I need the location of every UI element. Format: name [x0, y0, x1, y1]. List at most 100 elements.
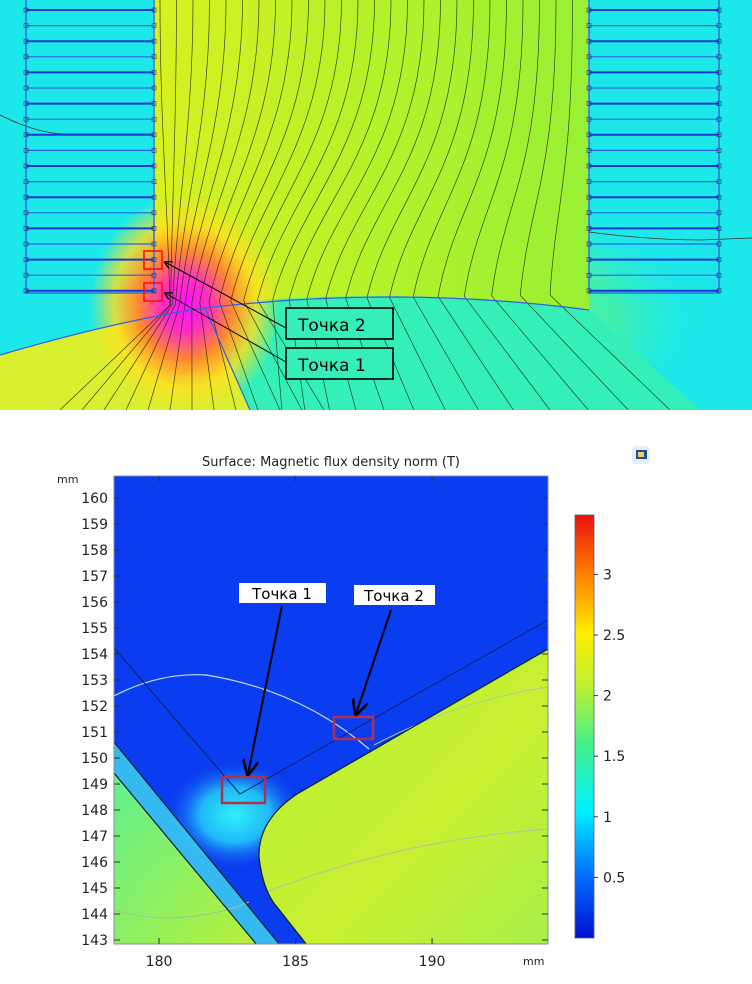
coil-node	[586, 101, 592, 106]
coil-node	[586, 288, 592, 294]
label-box-point-2	[285, 307, 394, 340]
coil-node	[151, 116, 157, 122]
y-tick-label: 145	[81, 881, 108, 897]
coil-node	[586, 163, 592, 169]
point-1-arrow	[165, 293, 287, 363]
coil-node	[23, 179, 29, 184]
field-line	[325, 0, 425, 410]
label-point-2: Точка 2	[297, 316, 366, 336]
x-tick-label: 190	[419, 954, 446, 970]
coil-node	[586, 226, 592, 231]
label-point-1: Точка 1	[297, 356, 366, 376]
coil-node	[716, 7, 722, 13]
x-tick-label: 180	[146, 954, 173, 970]
label-box-point-1	[239, 583, 326, 603]
field-line	[103, 0, 194, 410]
coil-node	[151, 257, 157, 262]
coil-node	[716, 272, 722, 278]
coil-node	[716, 241, 722, 247]
coil-node	[716, 194, 722, 200]
coil-node	[23, 257, 29, 262]
coil-node	[716, 226, 722, 231]
coil-node	[586, 23, 592, 28]
contour-line	[588, 231, 752, 241]
label-box-point-1	[285, 347, 394, 380]
y-tick-label: 151	[81, 725, 108, 741]
coil-node	[586, 241, 592, 247]
x-tick-label: 185	[282, 954, 309, 970]
contour-line	[114, 674, 370, 750]
coil-node	[23, 38, 29, 44]
y-tick-label: 154	[81, 647, 108, 663]
field-lines	[59, 0, 671, 410]
y-tick-label: 149	[81, 777, 108, 793]
y-tick-label: 158	[81, 543, 108, 559]
coil-node	[586, 210, 592, 216]
coil-node	[716, 163, 722, 169]
x-axis-unit: mm	[523, 955, 544, 968]
coil-node	[586, 70, 592, 75]
field-line	[306, 0, 408, 410]
coil-node	[23, 85, 29, 91]
coil-node	[151, 101, 157, 106]
colorbar-tick-label: 3	[603, 567, 612, 583]
field-line	[208, 0, 293, 410]
colorbar-ticks: 0.5 1 1.5 2 2.5 3	[594, 567, 625, 886]
field-line	[389, 0, 474, 410]
field-line	[257, 0, 359, 410]
field-line	[491, 0, 589, 410]
coil-node	[586, 272, 592, 278]
plot-frame	[113, 475, 549, 945]
field-line	[147, 0, 227, 410]
coil-node	[586, 257, 592, 262]
coil-node	[151, 241, 157, 247]
coil-node	[23, 132, 29, 138]
boundary-line	[114, 619, 548, 795]
coil-stack-left	[23, 0, 157, 294]
field-line	[169, 0, 243, 410]
point-1-marker	[143, 282, 163, 302]
contour-line	[373, 686, 548, 746]
y-tick-label: 159	[81, 517, 108, 533]
coil-node	[151, 226, 157, 231]
coil-node	[151, 210, 157, 216]
y-tick-label: 153	[81, 673, 108, 689]
coil-node	[151, 288, 157, 294]
boundary-line	[114, 741, 280, 944]
y-tick-label: 148	[81, 803, 108, 819]
y-axis-unit: mm	[57, 473, 78, 486]
coil-node	[586, 7, 592, 13]
pole-boundary	[204, 307, 251, 410]
app-icon[interactable]	[632, 446, 650, 464]
y-tick-label: 155	[81, 621, 108, 637]
y-tick-label: 144	[81, 907, 108, 923]
coil-node	[716, 210, 722, 216]
colorbar-tick-label: 1	[603, 810, 612, 826]
pole-boundary	[0, 296, 590, 356]
coil-node	[716, 148, 722, 153]
coil-node	[23, 116, 29, 122]
point-2-arrow	[165, 262, 287, 329]
y-tick-label: 160	[81, 491, 108, 507]
coil-node	[586, 148, 592, 153]
coil-node	[23, 23, 29, 28]
label-point-2: Точка 2	[363, 587, 424, 605]
field-line	[218, 0, 309, 410]
coil-node	[716, 38, 722, 44]
coil-node	[716, 23, 722, 28]
coil-node	[151, 179, 157, 184]
colorbar-tick-label: 1.5	[603, 749, 625, 765]
coil-node	[586, 54, 592, 60]
y-tick-label: 152	[81, 699, 108, 715]
coil-stack-right	[586, 0, 722, 294]
coil-node	[716, 179, 722, 184]
coil-node	[151, 38, 157, 44]
point-2-marker	[143, 250, 163, 270]
coil-node	[23, 226, 29, 231]
field-line	[549, 0, 671, 410]
point-1-arrow	[248, 605, 283, 774]
coil-node	[23, 288, 29, 294]
coil-node	[586, 179, 592, 184]
coil-node	[23, 148, 29, 153]
coil-node	[151, 194, 157, 200]
